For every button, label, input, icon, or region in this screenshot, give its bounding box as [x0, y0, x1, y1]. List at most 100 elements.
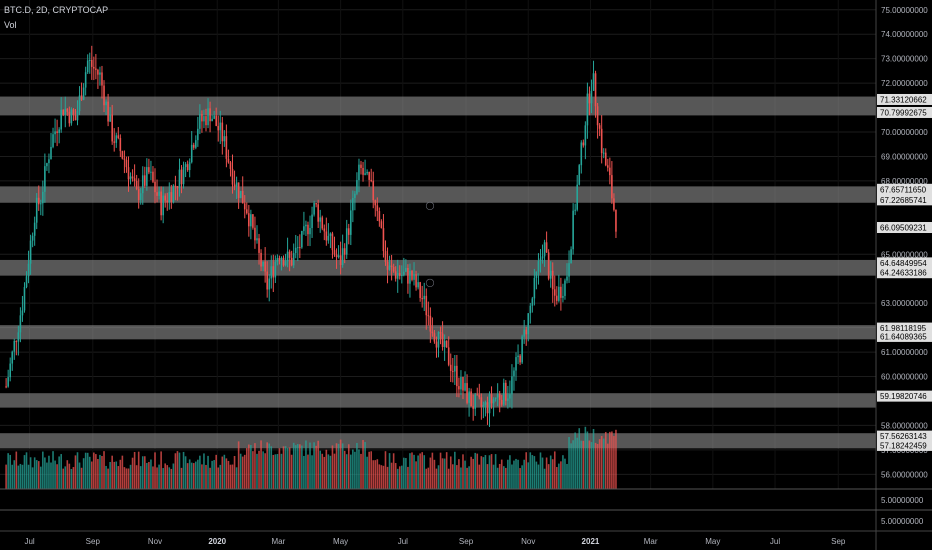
symbol-title[interactable]: BTC.D, 2D, CRYPTOCAP — [4, 5, 109, 15]
candle-body — [325, 231, 328, 241]
candle-body — [68, 111, 71, 124]
volume-bar — [148, 461, 150, 489]
volume-bar — [213, 460, 215, 489]
volume-bar — [248, 444, 250, 489]
candle-body — [76, 111, 79, 121]
volume-bar — [409, 453, 411, 489]
volume-bar — [582, 440, 585, 489]
candle-body — [354, 193, 356, 198]
candle-body — [225, 136, 228, 159]
candle-body — [95, 68, 97, 70]
volume-bar — [439, 452, 442, 489]
volume-bar — [54, 460, 56, 489]
candle-body — [133, 178, 136, 181]
candle-body — [484, 402, 487, 406]
candle-body — [121, 151, 124, 159]
volume-bar — [60, 454, 62, 489]
volume-bar — [211, 460, 213, 489]
candle-body — [564, 280, 566, 296]
volume-bar — [172, 463, 175, 489]
candle-body — [541, 256, 544, 259]
candle-body — [578, 165, 581, 185]
volume-bar — [545, 457, 548, 489]
volume-bar — [382, 465, 385, 489]
volume-bar — [48, 455, 50, 489]
volume-bar — [339, 439, 342, 489]
time-axis[interactable]: Jul Sep Nov 2020 Mar May Jul Sep Nov 2021 Mar May Ju… — [0, 530, 932, 546]
volume-bar — [549, 455, 552, 489]
volume-bar — [174, 453, 177, 489]
volume-bar — [498, 463, 501, 489]
volume-bar — [288, 447, 291, 489]
volume-bar — [533, 456, 536, 489]
candle-body — [435, 341, 438, 348]
candle-body — [502, 382, 505, 405]
candle-body — [86, 60, 89, 73]
candle-body — [50, 146, 52, 160]
volume-bar — [21, 464, 24, 489]
y-tick-label: 60.00000000 — [881, 373, 928, 382]
candle-body — [333, 250, 336, 255]
volume-bar — [119, 459, 122, 489]
alert-marker-icon[interactable]: ◯ — [426, 278, 435, 287]
volume-bar — [303, 455, 305, 489]
candle-body — [280, 257, 283, 261]
volume-bar — [366, 456, 368, 489]
volume-bar — [370, 451, 373, 489]
volume-bar — [529, 452, 532, 489]
volume-bar — [262, 451, 264, 489]
volume-bar — [101, 456, 103, 489]
volume-bar — [606, 443, 609, 489]
candle-body — [239, 190, 242, 198]
candle-body — [115, 135, 118, 143]
candle-body — [107, 101, 109, 122]
candle-body — [356, 180, 358, 194]
candle-body — [378, 211, 381, 222]
volume-bar — [290, 454, 293, 489]
candle-body — [192, 144, 195, 148]
volume-legend[interactable]: Vol — [4, 20, 17, 30]
volume-bar — [539, 452, 542, 489]
volume-bar — [564, 458, 566, 489]
volume-bar — [535, 461, 538, 489]
volume-bar — [541, 457, 544, 489]
volume-bar — [39, 466, 42, 489]
candle-body — [380, 221, 383, 229]
volume-bar — [403, 457, 405, 489]
volume-bar — [186, 463, 189, 489]
candle-body — [413, 274, 415, 280]
candle-body — [521, 336, 523, 363]
candle-body — [417, 282, 419, 288]
price-tag-label: 61.98118195 — [880, 324, 927, 333]
y-tick-label: 65.00000000 — [881, 250, 928, 259]
candle-body — [141, 175, 144, 194]
volume-bar — [235, 467, 238, 489]
candle-body — [274, 261, 277, 278]
candle-body — [529, 305, 532, 314]
candle-body — [488, 394, 491, 414]
volume-bar — [474, 452, 477, 489]
volume-bar — [556, 467, 558, 489]
volume-bar — [62, 468, 65, 489]
volume-bar — [513, 460, 515, 489]
candle-body — [400, 274, 403, 276]
candle-body — [580, 142, 583, 166]
alert-marker-icon[interactable]: ◯ — [426, 201, 435, 210]
volume-bar — [592, 428, 595, 489]
volume-bar — [480, 456, 483, 489]
candle-body — [566, 276, 568, 281]
x-tick-label: Jul — [770, 537, 780, 546]
candle-body — [347, 228, 350, 235]
candle-body — [374, 200, 377, 206]
candle-body — [358, 164, 360, 181]
candle-body — [284, 261, 287, 266]
candle-body — [188, 162, 191, 171]
candle-body — [598, 125, 601, 129]
volume-bar — [433, 459, 436, 489]
y-tick-label: 58.00000000 — [881, 421, 928, 430]
candle-body — [466, 383, 468, 403]
volume-bar — [423, 455, 426, 489]
volume-bar — [13, 460, 16, 489]
candle-body — [84, 72, 87, 88]
